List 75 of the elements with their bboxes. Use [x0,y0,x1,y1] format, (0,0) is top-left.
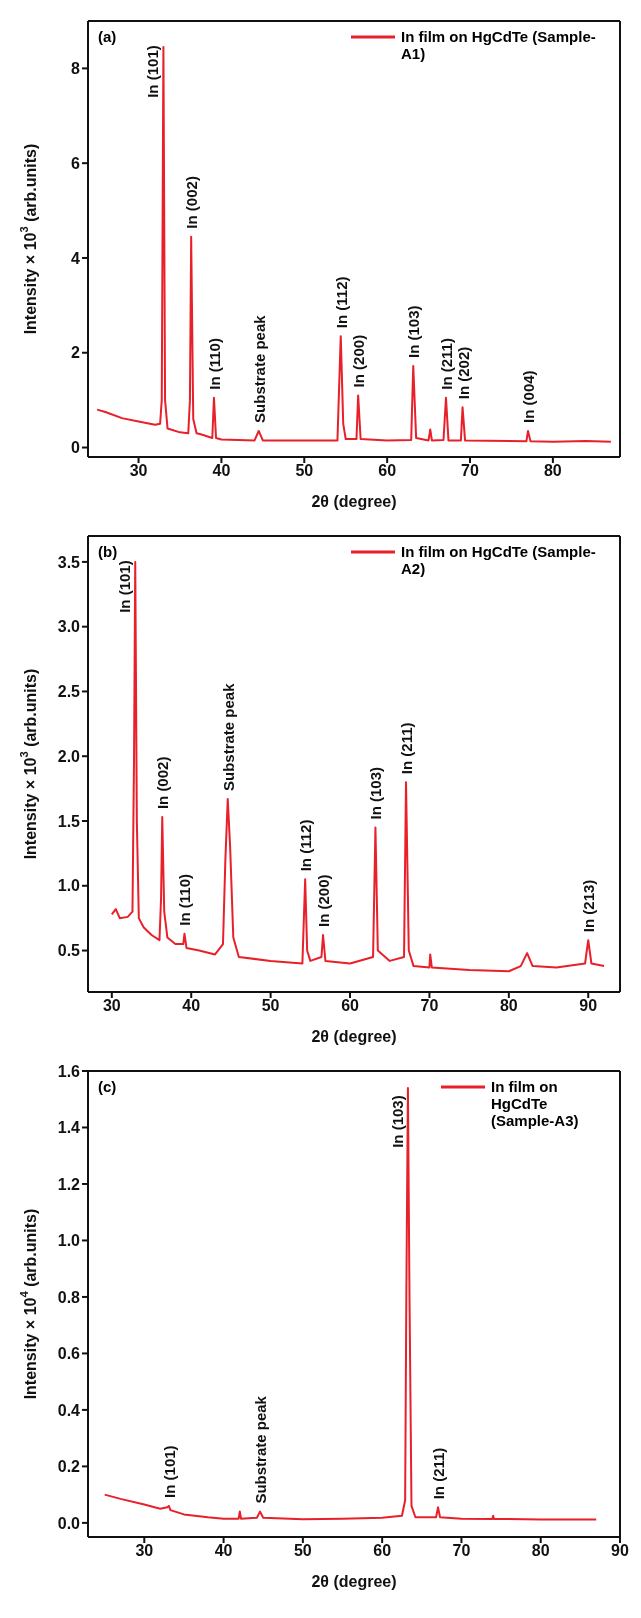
line-series [96,46,612,443]
x-tick-label: 60 [378,462,397,480]
annotation: In (202) [454,346,472,400]
legend-label: In film on HgCdTe (Sample-A1) [401,28,597,62]
annotation: Substrate peak [251,1395,269,1504]
x-tick-label: 50 [293,1542,312,1560]
y-tick-label: 2.0 [57,747,81,765]
x-tick-label: 80 [543,462,562,480]
x-tick-label: 30 [129,462,148,480]
x-tick-label: 40 [212,462,231,480]
annotation: Substrate peak [219,682,237,791]
x-tick-label: 90 [579,997,598,1015]
annotation: In (101) [143,45,161,98]
x-tick-label: 90 [611,1542,629,1560]
x-tick-label: 70 [420,997,439,1015]
x-tick-label: 30 [135,1542,154,1560]
y-tick-label: 2.5 [57,683,81,701]
y-tick-label: 0.5 [57,942,81,960]
annotation: In (211) [397,722,415,775]
y-tick-label: 1.5 [57,812,81,830]
annotation: In (103) [388,1095,406,1148]
y-tick-label: 0.0 [57,1514,81,1532]
annotation: In (112) [296,819,314,872]
x-tick-label: 60 [341,997,360,1015]
y-tick-label: 0.6 [57,1345,81,1363]
y-tick-label: 0.4 [57,1401,81,1419]
x-tick-label: 80 [499,997,518,1015]
legend-label: In film on HgCdTe (Sample-A2) [401,543,597,577]
y-tick-label: 6 [71,154,81,172]
x-tick-label: 50 [261,997,280,1015]
y-tick-label: 3.5 [57,553,81,571]
line-series [110,560,606,973]
annotation: In (101) [160,1445,178,1498]
x-tick-label: 40 [214,1542,233,1560]
x-axis-title: 2θ (degree) [311,1028,397,1045]
y-tick-label: 0.8 [57,1288,81,1306]
annotation: In (211) [437,338,455,390]
annotation: In (200) [314,874,332,927]
y-tick-label: 1.6 [57,1062,81,1080]
x-tick-label: 50 [295,462,314,480]
y-tick-label: 2 [71,344,81,362]
x-axis-title: 2θ (degree) [311,493,397,510]
y-tick-label: 3.0 [57,618,81,636]
annotation: In (002) [182,176,200,229]
y-tick-label: 4 [71,249,81,267]
annotation: In (110) [175,874,193,926]
legend-label: In film on HgCdTe (Sample-A3) [491,1078,580,1129]
y-tick-label: 1.2 [57,1175,81,1193]
y-tick-label: 8 [71,60,81,78]
annotation: In (101) [115,560,133,613]
y-tick-label: 0 [71,439,81,457]
annotation: (a) [98,28,117,45]
annotation: In (211) [429,1447,447,1500]
y-tick-label: 0.2 [57,1458,81,1476]
annotation: In (213) [579,879,597,933]
annotation: (b) [98,543,118,560]
y-tick-label: 1.0 [57,1232,81,1250]
annotation: In (103) [366,766,384,820]
annotation: In (004) [519,370,537,423]
y-tick-label: 1.4 [57,1119,81,1137]
x-tick-label: 70 [452,1542,471,1560]
x-axis-title: 2θ (degree) [311,1573,397,1590]
annotation: In (103) [404,305,422,359]
annotation: In (112) [332,276,350,329]
annotation: (c) [98,1078,117,1095]
annotation: In (110) [205,338,223,390]
x-tick-label: 80 [531,1542,550,1560]
x-tick-label: 70 [461,462,480,480]
x-tick-label: 30 [102,997,121,1015]
annotation: In (002) [153,756,171,810]
x-tick-label: 40 [182,997,201,1015]
annotation: Substrate peak [250,314,268,423]
annotation: In (200) [349,334,367,388]
y-tick-label: 1.0 [57,877,81,895]
x-tick-label: 60 [373,1542,392,1560]
